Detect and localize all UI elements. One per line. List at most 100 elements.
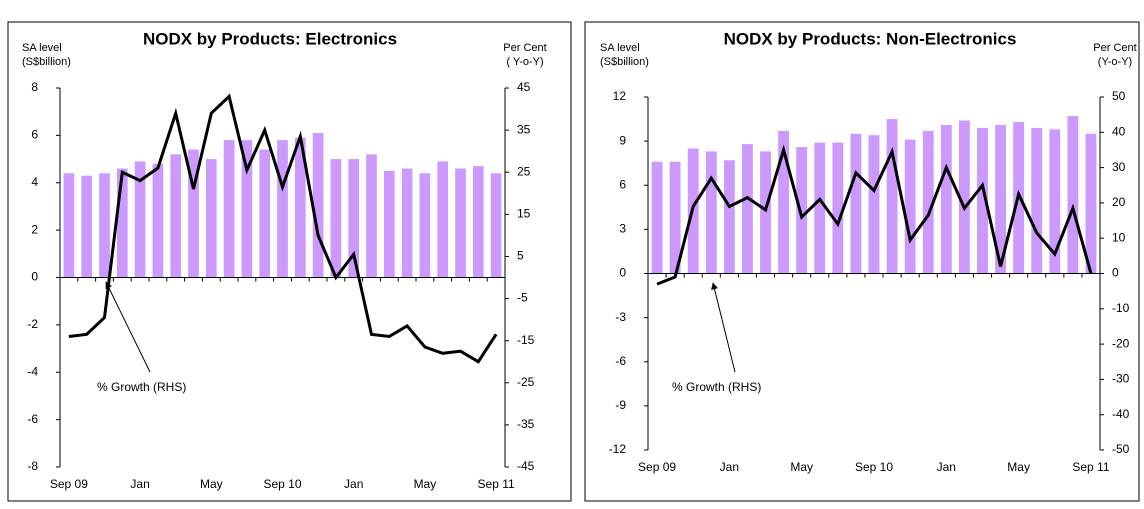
y-tick-label: -12 bbox=[609, 442, 627, 456]
bar bbox=[814, 142, 826, 274]
y2-axis-label: Per Cent bbox=[1093, 42, 1136, 54]
bar bbox=[330, 159, 342, 278]
y2-tick-label: -50 bbox=[1112, 442, 1130, 456]
bar bbox=[886, 119, 898, 274]
y-tick-label: -8 bbox=[27, 459, 38, 473]
y2-tick-label: -10 bbox=[1112, 301, 1130, 315]
bar bbox=[922, 130, 934, 274]
bar bbox=[401, 168, 413, 278]
bar bbox=[995, 124, 1006, 274]
bar bbox=[277, 140, 288, 278]
y-tick-label: 12 bbox=[613, 89, 627, 103]
y2-axis-label: Per Cent bbox=[503, 42, 546, 54]
x-tick-label: Jan bbox=[344, 477, 363, 491]
bar bbox=[419, 173, 431, 278]
y-tick-label: 0 bbox=[619, 266, 626, 280]
y-tick-label: -4 bbox=[27, 364, 38, 378]
bar bbox=[1031, 127, 1043, 274]
chart-title: NODX by Products: Non-Electronics bbox=[724, 29, 1017, 48]
annotation: % Growth (RHS) bbox=[97, 380, 186, 394]
bar bbox=[651, 161, 663, 274]
y-tick-label: -9 bbox=[615, 398, 626, 412]
growth-line bbox=[68, 93, 498, 364]
bar bbox=[1085, 133, 1097, 274]
y2-tick-label: 25 bbox=[517, 164, 531, 178]
bar bbox=[116, 168, 128, 278]
bar bbox=[723, 160, 735, 274]
bar bbox=[170, 154, 182, 278]
bar bbox=[63, 173, 75, 278]
y2-tick-label: -25 bbox=[517, 375, 535, 389]
y2-tick-label: -40 bbox=[1112, 407, 1130, 421]
bar bbox=[1049, 129, 1061, 274]
bar bbox=[223, 140, 235, 278]
y2-axis-label: ( Y-o-Y) bbox=[506, 56, 543, 68]
y2-axis-label: (Y-o-Y) bbox=[1098, 56, 1132, 68]
y2-tick-label: -35 bbox=[517, 417, 535, 431]
bar bbox=[455, 168, 466, 278]
x-tick-label: Sep 09 bbox=[50, 477, 88, 491]
y-tick-label: -6 bbox=[27, 412, 38, 426]
y2-tick-label: -20 bbox=[1112, 336, 1130, 350]
bar bbox=[958, 120, 970, 274]
bar bbox=[850, 133, 862, 274]
bar bbox=[134, 161, 146, 278]
y2-tick-label: 5 bbox=[517, 249, 524, 263]
bar bbox=[778, 130, 790, 274]
bar bbox=[1067, 116, 1079, 274]
bar bbox=[490, 173, 502, 278]
x-tick-label: Sep 10 bbox=[855, 460, 893, 474]
annotation: % Growth (RHS) bbox=[672, 380, 761, 394]
y-tick-label: -3 bbox=[615, 310, 626, 324]
bar bbox=[188, 149, 199, 278]
bar bbox=[868, 135, 880, 274]
y2-tick-label: 20 bbox=[1112, 195, 1126, 209]
annotation-arrow bbox=[105, 281, 151, 373]
y2-tick-label: -15 bbox=[517, 333, 535, 347]
bar bbox=[760, 151, 771, 274]
y-tick-label: 0 bbox=[31, 270, 38, 284]
panel-frame bbox=[7, 21, 572, 502]
y2-tick-label: 10 bbox=[1112, 230, 1126, 244]
x-tick-label: May bbox=[200, 477, 223, 491]
bar bbox=[796, 147, 808, 274]
y-tick-label: -6 bbox=[615, 354, 626, 368]
bar bbox=[940, 124, 952, 274]
y2-tick-label: 30 bbox=[1112, 160, 1126, 174]
y2-tick-label: 45 bbox=[517, 80, 531, 94]
y2-tick-label: -45 bbox=[517, 459, 535, 473]
x-tick-label: May bbox=[414, 477, 437, 491]
x-tick-label: Jan bbox=[130, 477, 149, 491]
bar bbox=[904, 139, 916, 274]
bar bbox=[383, 170, 395, 278]
bar bbox=[366, 154, 377, 278]
bar bbox=[705, 151, 717, 274]
x-tick-label: Jan bbox=[720, 460, 739, 474]
y-axis-label: SA level bbox=[22, 42, 62, 54]
bar bbox=[205, 159, 217, 278]
annotation-arrow bbox=[711, 282, 736, 373]
y2-tick-label: 0 bbox=[1112, 266, 1119, 280]
y-tick-label: 2 bbox=[31, 222, 38, 236]
x-tick-label: Sep 11 bbox=[1072, 460, 1109, 474]
y-tick-label: 3 bbox=[619, 222, 626, 236]
chart-title: NODX by Products: Electronics bbox=[143, 29, 397, 48]
bar bbox=[977, 127, 988, 274]
bar bbox=[152, 163, 164, 278]
bar bbox=[241, 140, 253, 278]
y-axis-label: (S$billion) bbox=[600, 56, 649, 68]
bar bbox=[99, 173, 110, 278]
bar bbox=[472, 166, 484, 278]
y-tick-label: 9 bbox=[619, 133, 626, 147]
x-tick-label: Jan bbox=[937, 460, 956, 474]
x-tick-label: May bbox=[1007, 460, 1030, 474]
x-tick-label: May bbox=[790, 460, 813, 474]
y2-tick-label: 40 bbox=[1112, 124, 1126, 138]
panel-frame bbox=[584, 21, 1140, 502]
y2-tick-label: -30 bbox=[1112, 372, 1130, 386]
y-tick-label: -2 bbox=[27, 317, 38, 331]
bar bbox=[312, 133, 324, 278]
y-axis-label: SA level bbox=[600, 42, 640, 54]
